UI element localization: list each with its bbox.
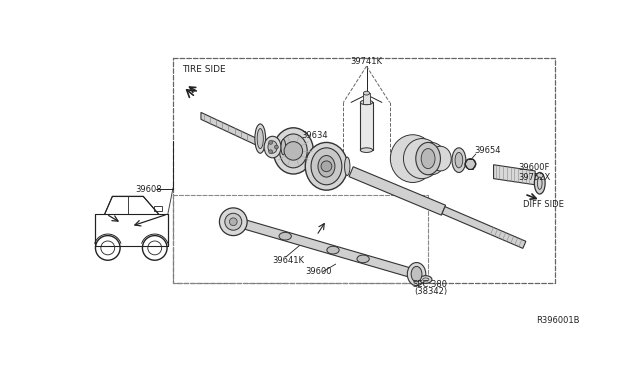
Ellipse shape [390,135,435,183]
Circle shape [321,161,332,172]
Ellipse shape [327,246,339,254]
Text: 39600F: 39600F [518,163,550,172]
Text: (38342): (38342) [414,286,447,295]
Ellipse shape [255,124,266,153]
Bar [360,102,372,150]
Circle shape [225,213,242,230]
Text: SEC.380: SEC.380 [413,280,448,289]
Bar [364,93,369,104]
Text: 39741K: 39741K [351,57,383,66]
Ellipse shape [452,148,466,173]
Ellipse shape [429,146,451,171]
Ellipse shape [280,134,307,168]
Ellipse shape [455,153,463,168]
Text: 39634: 39634 [301,131,328,140]
Circle shape [275,145,278,149]
Ellipse shape [344,157,350,176]
Ellipse shape [360,148,372,153]
Ellipse shape [534,173,545,194]
Text: DIFF SIDE: DIFF SIDE [523,200,564,209]
Circle shape [220,208,247,235]
Text: R396001B: R396001B [536,316,579,325]
Polygon shape [493,165,535,185]
Text: 39600: 39600 [305,267,332,276]
Text: 39641K: 39641K [273,256,305,265]
Polygon shape [201,112,257,145]
Polygon shape [234,217,414,278]
Ellipse shape [311,148,342,185]
Ellipse shape [407,263,426,286]
Ellipse shape [357,255,369,263]
Ellipse shape [257,129,263,148]
Ellipse shape [403,139,440,179]
Circle shape [230,218,237,225]
Ellipse shape [264,136,281,158]
Text: 39654: 39654 [474,147,500,155]
Ellipse shape [421,148,435,169]
Text: 39752X: 39752X [518,173,550,182]
Ellipse shape [416,142,440,175]
Ellipse shape [417,142,446,175]
Ellipse shape [318,155,335,177]
Ellipse shape [305,142,348,190]
Circle shape [269,150,273,154]
Circle shape [284,142,303,160]
Ellipse shape [364,91,369,95]
Polygon shape [442,207,526,248]
Ellipse shape [279,232,291,240]
Bar [154,206,162,211]
Ellipse shape [268,141,277,153]
Ellipse shape [273,128,314,174]
Ellipse shape [420,276,432,283]
Ellipse shape [411,266,422,282]
Ellipse shape [281,140,285,155]
Circle shape [269,141,273,144]
Text: 39608: 39608 [136,185,162,194]
Ellipse shape [360,100,372,105]
Bar [95,214,168,246]
Text: TIRE SIDE: TIRE SIDE [182,65,225,74]
Ellipse shape [465,158,476,169]
Polygon shape [349,167,445,215]
